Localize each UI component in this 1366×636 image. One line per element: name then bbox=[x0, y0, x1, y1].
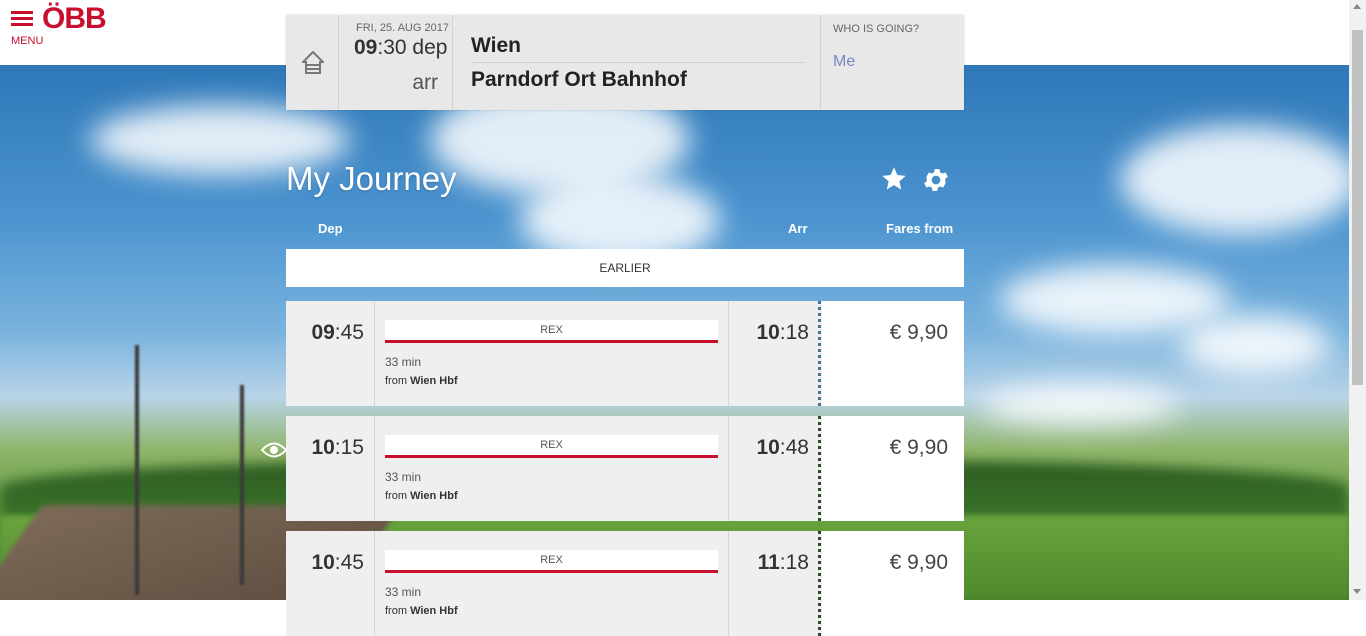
train-type: REX bbox=[385, 320, 718, 343]
page-title: My Journey bbox=[286, 160, 457, 197]
column-header-fares: Fares from bbox=[886, 221, 954, 236]
train-info: REX 33 min from Wien Hbf bbox=[375, 301, 729, 406]
route-dotted-line bbox=[818, 301, 821, 406]
star-icon bbox=[882, 167, 906, 190]
scrollbar[interactable] bbox=[1349, 0, 1366, 600]
connection-row[interactable]: 09:45 REX 33 min from Wien Hbf 10:18 € 9… bbox=[286, 301, 964, 406]
fare-cell[interactable]: € 9,90 bbox=[822, 301, 964, 406]
settings-button[interactable] bbox=[921, 165, 951, 195]
arrival-minute: :18 bbox=[779, 551, 809, 574]
arrival-option[interactable]: arr bbox=[412, 71, 438, 94]
duration: 33 min bbox=[385, 355, 422, 369]
departure-hour: 09 bbox=[311, 321, 335, 344]
from-station-info: from Wien Hbf bbox=[385, 375, 458, 387]
departure-hour: 10 bbox=[311, 551, 335, 574]
arrival-cell: 11:18 bbox=[729, 531, 817, 636]
arrival-cell: 10:18 bbox=[729, 301, 817, 406]
earlier-button[interactable]: EARLIER bbox=[286, 249, 964, 287]
date-time-selector[interactable]: FRI, 25. AUG 2017 09:30 dep arr bbox=[339, 15, 453, 110]
scroll-up-arrow[interactable] bbox=[1353, 4, 1361, 9]
passenger-label: WHO IS GOING? bbox=[833, 23, 920, 35]
connection-row[interactable]: 10:15 REX 33 min from Wien Hbf 10:48 € 9… bbox=[286, 416, 964, 521]
train-type: REX bbox=[385, 435, 718, 458]
from-station-info: from Wien Hbf bbox=[385, 605, 458, 617]
passenger-value[interactable]: Me bbox=[833, 53, 856, 70]
train-type: REX bbox=[385, 550, 718, 573]
menu-icon bbox=[11, 11, 41, 26]
duration: 33 min bbox=[385, 470, 422, 484]
fare-price: € 9,90 bbox=[889, 551, 948, 574]
arrival-minute: :18 bbox=[779, 321, 809, 344]
scroll-thumb[interactable] bbox=[1352, 30, 1363, 385]
travel-date: FRI, 25. AUG 2017 bbox=[356, 22, 449, 34]
menu-button[interactable]: MENU bbox=[11, 8, 44, 47]
departure-time: 09:30 dep bbox=[354, 36, 448, 59]
menu-label: MENU bbox=[11, 35, 44, 47]
from-station[interactable]: Wien bbox=[471, 34, 521, 57]
fare-cell[interactable]: € 9,90 bbox=[822, 416, 964, 521]
fare-price: € 9,90 bbox=[889, 436, 948, 459]
to-station[interactable]: Parndorf Ort Bahnhof bbox=[471, 68, 687, 91]
duration: 33 min bbox=[385, 585, 422, 599]
departure-cell: 09:45 bbox=[286, 301, 375, 406]
train-info: REX 33 min from Wien Hbf bbox=[375, 416, 729, 521]
arrival-cell: 10:48 bbox=[729, 416, 817, 521]
station-selector[interactable]: Wien Parndorf Ort Bahnhof bbox=[453, 15, 819, 110]
route-dotted-line bbox=[818, 416, 821, 521]
arrival-hour: 11 bbox=[757, 551, 780, 574]
departure-minute: :45 bbox=[334, 551, 364, 574]
departure-cell: 10:15 bbox=[286, 416, 375, 521]
obb-logo[interactable]: ÖBB bbox=[42, 2, 107, 35]
home-button[interactable] bbox=[286, 15, 339, 110]
departure-hour: 10 bbox=[311, 436, 335, 459]
gear-icon bbox=[924, 169, 948, 191]
home-icon bbox=[302, 51, 324, 74]
column-header-arr: Arr bbox=[788, 221, 808, 236]
fare-cell[interactable]: € 9,90 bbox=[822, 531, 964, 636]
fare-price: € 9,90 bbox=[889, 321, 948, 344]
route-dotted-line bbox=[818, 531, 821, 636]
departure-cell: 10:45 bbox=[286, 531, 375, 636]
from-station-info: from Wien Hbf bbox=[385, 490, 458, 502]
eye-icon[interactable] bbox=[261, 441, 287, 459]
station-divider bbox=[471, 62, 805, 63]
search-summary: FRI, 25. AUG 2017 09:30 dep arr Wien Par… bbox=[286, 15, 964, 110]
departure-minute: :45 bbox=[334, 321, 364, 344]
favorite-button[interactable] bbox=[880, 165, 908, 193]
passenger-selector[interactable]: WHO IS GOING? Me bbox=[820, 15, 965, 110]
train-info: REX 33 min from Wien Hbf bbox=[375, 531, 729, 636]
arrival-hour: 10 bbox=[756, 436, 780, 459]
arrival-hour: 10 bbox=[756, 321, 780, 344]
column-header-dep: Dep bbox=[318, 221, 343, 236]
departure-minute: :15 bbox=[334, 436, 364, 459]
scroll-down-arrow[interactable] bbox=[1353, 589, 1361, 594]
connection-row[interactable]: 10:45 REX 33 min from Wien Hbf 11:18 € 9… bbox=[286, 531, 964, 636]
arrival-minute: :48 bbox=[779, 436, 809, 459]
